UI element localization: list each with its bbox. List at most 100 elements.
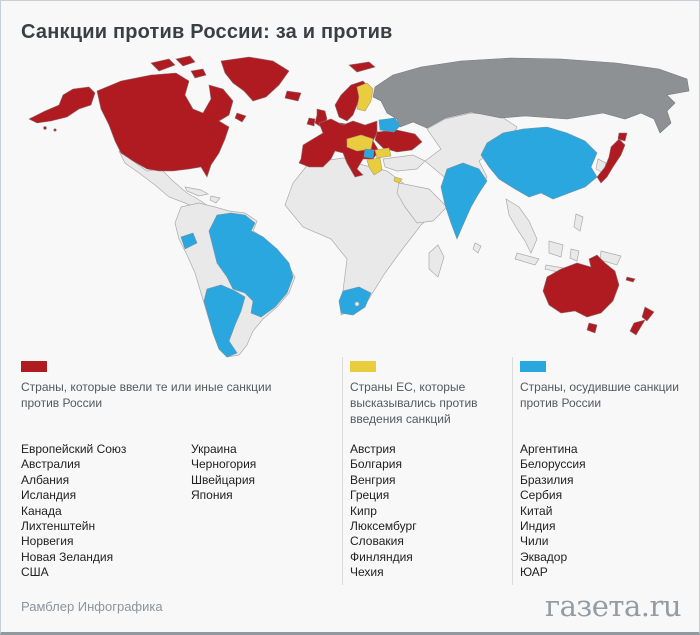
map-region-greenland: [220, 56, 290, 102]
map-region-cuba: [184, 186, 209, 197]
map-region-indochina: [505, 198, 538, 254]
list-item: Европейский Союз: [21, 442, 127, 456]
list-item: Норвегия: [21, 534, 74, 549]
map-region-russia: [372, 57, 690, 134]
list-item: Япония: [191, 488, 233, 503]
list-item: Черногория: [191, 457, 257, 472]
map-region-south-africa: [338, 286, 372, 316]
map-region-ireland: [306, 117, 316, 127]
map-region-australia: [542, 254, 620, 318]
list-item: Чехия: [350, 565, 384, 580]
map-region-turkey: [382, 154, 426, 172]
map-region-africa: [284, 157, 436, 316]
map-region-serbia: [363, 148, 375, 159]
list-item: Болгария: [350, 457, 402, 472]
gazeta-ru-logo: газета.ru: [544, 589, 682, 623]
map-layer-condemned-blue: [180, 117, 598, 358]
map-region-new-zealand-south: [629, 319, 646, 336]
map-region-central-europe: [346, 134, 374, 152]
map-region-svalbard: [348, 61, 376, 73]
list-item: Индия: [520, 519, 556, 534]
map-region-argentina-chile: [203, 284, 246, 358]
legend-label-red: Страны, которые ввели те или иные санкци…: [21, 380, 272, 410]
page-title: Санкции против России: за и против: [21, 21, 393, 43]
map-region-brazil: [208, 212, 294, 318]
list-item: Эквадор: [520, 549, 568, 564]
map-region-aleutians: [43, 126, 47, 130]
map-region-aleutians-2: [53, 128, 57, 132]
sanctions-country-list-2: Украина Черногория Швейцария Япония: [191, 442, 256, 504]
list-item: Люксембург: [350, 519, 417, 534]
legend-swatch-blue: [520, 361, 546, 372]
list-item: Исландия: [21, 488, 77, 503]
map-region-new-zealand-north: [641, 306, 655, 322]
list-item: Аргентина: [520, 442, 578, 456]
map-region-tasmania: [586, 322, 598, 334]
map-region-arctic-islands: [150, 58, 176, 72]
map-region-arctic-islands-3: [190, 68, 207, 79]
map-region-iceland: [284, 90, 302, 102]
list-item: Лихтенштейн: [21, 519, 96, 534]
map-region-madagascar: [428, 244, 445, 278]
list-item: Китай: [520, 503, 553, 518]
map-region-sumatra: [514, 252, 540, 266]
legend-label-yellow: Страны ЕС, которые высказывались против …: [350, 380, 478, 426]
list-item: Швейцария: [191, 472, 256, 487]
map-region-borneo: [548, 240, 564, 258]
list-item: ЮАР: [520, 565, 548, 580]
map-region-newfoundland: [234, 112, 247, 123]
list-item: Словакия: [350, 534, 404, 549]
map-region-ukraine: [374, 129, 423, 153]
list-item: Новая Зеландия: [21, 549, 114, 564]
list-item: Албания: [21, 472, 70, 487]
map-region-new-caledonia: [625, 276, 636, 283]
source-credit: Рамблер Инфографика: [21, 599, 163, 614]
list-item: Белоруссия: [520, 457, 586, 472]
legend-swatch-red: [21, 361, 47, 372]
map-region-canada-usa: [96, 72, 234, 178]
list-item: Чили: [520, 534, 549, 549]
map-region-ecuador: [180, 232, 198, 250]
map-layer-sanctions-red: [28, 55, 655, 336]
column-divider-1: [342, 357, 343, 585]
list-item: Кипр: [350, 503, 377, 518]
eu-against-country-list: Австрия Болгария Венгрия Греция Кипр Люк…: [350, 442, 417, 581]
list-item: Греция: [350, 488, 390, 503]
map-region-sulawesi: [569, 248, 580, 262]
list-item: Венгрия: [350, 472, 396, 487]
list-item: Австралия: [21, 457, 81, 472]
map-region-cyprus: [393, 176, 403, 184]
map-region-philippines: [573, 213, 584, 232]
list-item: Австрия: [350, 442, 396, 456]
map-region-japan: [596, 138, 626, 184]
map-region-belarus: [378, 117, 401, 133]
condemned-country-list: Аргентина Белоруссия Бразилия Сербия Кит…: [520, 442, 586, 581]
map-region-new-guinea: [599, 250, 622, 266]
map-region-arctic-islands-2: [175, 55, 196, 67]
map-region-lesotho: [354, 301, 360, 307]
map-region-sri-lanka: [472, 242, 482, 254]
column-divider-2: [512, 357, 513, 585]
legend-label-blue: Страны, осудившие санкции против России: [520, 380, 679, 410]
map-region-bulgaria: [374, 147, 392, 159]
map-region-india: [440, 162, 488, 240]
list-item: США: [21, 565, 49, 580]
map-layer-russia: [372, 57, 690, 134]
sanctions-country-list-1: Европейский Союз Австралия Албания Ислан…: [21, 442, 126, 581]
list-item: Украина: [191, 442, 237, 456]
map-region-hispaniola: [209, 195, 221, 204]
map-region-china: [480, 126, 598, 200]
map-region-arabia: [396, 182, 448, 224]
map-layer-eu-against-yellow: [346, 82, 403, 184]
legend-swatch-yellow: [350, 361, 376, 372]
list-item: Бразилия: [520, 472, 574, 487]
list-item: Сербия: [520, 488, 563, 503]
map-region-finland: [356, 82, 374, 112]
list-item: Канада: [21, 503, 62, 518]
map-region-greece: [366, 157, 383, 176]
map-region-japan-hokkaido: [617, 132, 628, 142]
list-item: Финляндия: [350, 549, 413, 564]
world-map: [28, 55, 690, 358]
map-region-alaska: [28, 86, 96, 124]
